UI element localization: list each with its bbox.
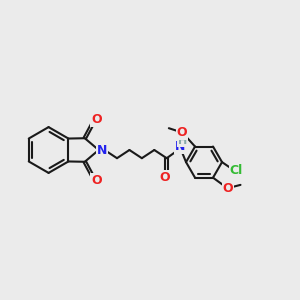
Text: O: O	[159, 171, 170, 184]
Text: O: O	[223, 182, 233, 195]
Text: H: H	[178, 136, 187, 146]
Text: N: N	[97, 143, 107, 157]
Text: O: O	[91, 113, 102, 126]
Text: O: O	[91, 174, 102, 187]
Text: N: N	[175, 140, 186, 153]
Text: O: O	[177, 126, 187, 139]
Text: Cl: Cl	[230, 164, 243, 177]
